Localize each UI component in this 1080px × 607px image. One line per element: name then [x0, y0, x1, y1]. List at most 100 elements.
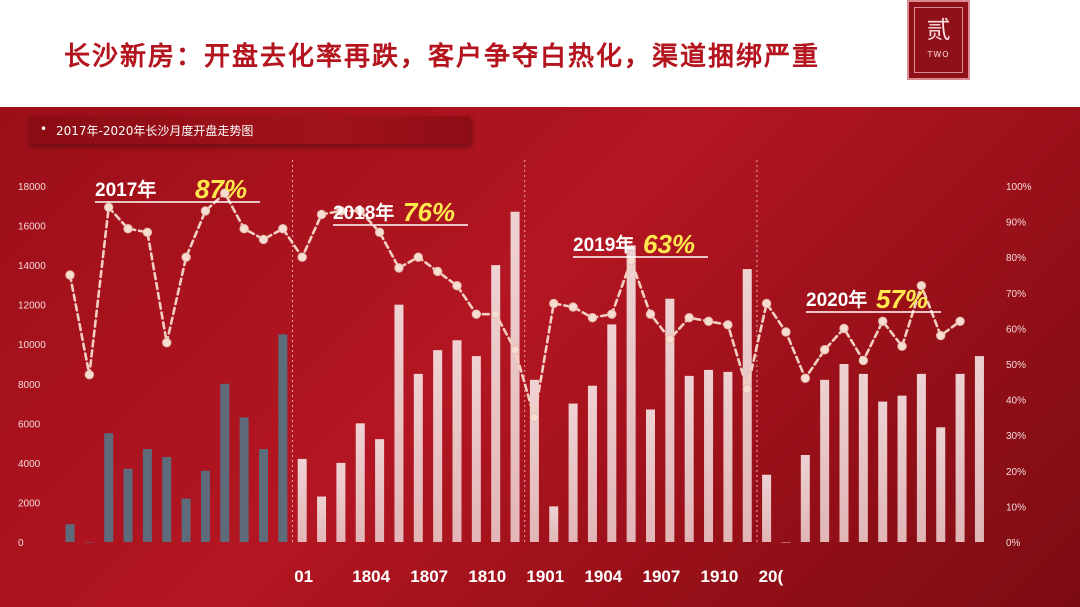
rate-point-17: [374, 227, 385, 237]
bar-month-32: [665, 298, 675, 542]
rate-point-11: [258, 234, 269, 245]
bar-month-33: [684, 375, 694, 542]
bar-month-13: [297, 458, 307, 542]
rate-point-2: [84, 369, 95, 380]
bar-month-42: [858, 373, 868, 542]
y-left-tick: 18000: [18, 182, 46, 193]
bar-month-28: [587, 385, 597, 542]
rate-point-37: [761, 298, 772, 309]
y-left-tick: 14000: [18, 261, 46, 272]
rate-point-45: [916, 280, 927, 291]
page-title: 长沙新房：开盘去化率再跌，客户争夺白热化，渠道捆绑严重: [64, 42, 821, 72]
rate-point-16: [355, 206, 365, 216]
rate-point-26: [549, 298, 559, 309]
bar-month-2: [84, 542, 94, 543]
rate-point-9: [220, 188, 230, 198]
rate-point-40: [819, 345, 830, 355]
bar-month-47: [955, 373, 965, 542]
rate-point-41: [839, 323, 849, 334]
y-right-tick: 0%: [1006, 538, 1021, 549]
rate-point-20: [432, 266, 443, 277]
y-right-tick: 20%: [1006, 467, 1026, 478]
x-tick-label: 1810: [468, 567, 506, 586]
bar-month-38: [781, 542, 791, 543]
bar-month-8: [200, 470, 210, 542]
rate-point-8: [200, 206, 211, 216]
rate-point-13: [297, 252, 307, 262]
rate-point-4: [123, 224, 133, 234]
rate-point-10: [239, 224, 249, 234]
y-right-tick: 70%: [1006, 289, 1026, 300]
bar-month-26: [549, 506, 559, 542]
badge-char: 贰: [926, 16, 951, 44]
bar-month-31: [646, 409, 655, 542]
bar-month-46: [936, 427, 946, 542]
annotation-rate: 63%: [643, 229, 695, 259]
rate-point-28: [587, 313, 598, 323]
rate-point-27: [568, 302, 578, 312]
y-left-tick: 0: [18, 538, 24, 549]
year-annotation-2: 2018年 76%: [333, 197, 468, 227]
bar-month-35: [723, 371, 733, 542]
annotation-rate: 76%: [403, 197, 455, 227]
bar-month-4: [123, 468, 133, 542]
bar-month-24: [510, 211, 520, 542]
rate-point-23: [491, 309, 501, 319]
subtitle-bullet: •: [40, 122, 48, 136]
x-tick-label: 01: [294, 567, 313, 586]
rate-point-36: [742, 384, 752, 394]
bar-month-48: [974, 356, 984, 542]
y-right-tick: 90%: [1006, 218, 1026, 229]
rate-point-38: [781, 327, 791, 337]
rate-point-19: [413, 252, 423, 262]
chart-subtitle: 2017年-2020年长沙月度开盘走势图: [56, 124, 254, 138]
badge-en-label: TWO: [927, 50, 950, 59]
rate-point-3: [104, 202, 114, 213]
bar-month-12: [278, 334, 288, 542]
rate-point-42: [858, 355, 869, 366]
bar-month-17: [375, 439, 385, 542]
bar-month-3: [104, 433, 114, 542]
badge-frame: [914, 7, 963, 73]
annotation-year: 2020年: [806, 288, 867, 311]
bar-month-15: [336, 462, 346, 542]
rate-point-39: [800, 373, 810, 383]
bar-month-23: [491, 265, 501, 542]
bar-month-36: [742, 269, 752, 542]
rate-point-6: [162, 337, 172, 348]
rate-point-31: [645, 309, 656, 319]
x-tick-label: 1807: [410, 567, 448, 586]
y-right-tick: 100%: [1006, 182, 1032, 193]
rate-point-21: [452, 280, 462, 291]
year-annotation-4: 2020年 57%: [806, 284, 941, 314]
bar-month-29: [607, 324, 617, 542]
bar-month-40: [820, 379, 830, 542]
rate-point-29: [607, 309, 617, 319]
bar-month-44: [897, 395, 907, 542]
bar-month-5: [142, 449, 152, 542]
year-annotation-3: 2019年 63%: [573, 229, 708, 259]
rate-point-30: [626, 256, 636, 266]
bar-month-6: [162, 456, 172, 542]
annotation-year: 2019年: [573, 233, 634, 256]
x-tick-label: 1910: [701, 567, 739, 586]
x-tick-label: 20(: [759, 567, 784, 586]
rate-point-34: [703, 316, 714, 326]
bar-month-34: [704, 369, 714, 542]
y-right-tick: 50%: [1006, 360, 1026, 371]
y-right-tick: 10%: [1006, 502, 1026, 513]
bar-month-37: [762, 474, 772, 542]
chart-subtitle-tab: • 2017年-2020年长沙月度开盘走势图: [28, 116, 470, 144]
x-tick-label: 1804: [352, 567, 390, 586]
annotation-year: 2018年: [333, 201, 394, 224]
bar-month-18: [394, 304, 404, 542]
bar-month-9: [220, 383, 230, 542]
rate-point-33: [684, 313, 694, 323]
x-tick-label: 1907: [643, 567, 681, 586]
y-right-tick: 80%: [1006, 253, 1026, 264]
y-left-tick: 12000: [18, 301, 46, 312]
bar-month-27: [568, 403, 578, 542]
y-left-tick: 8000: [18, 380, 41, 391]
rate-point-24: [510, 345, 520, 355]
